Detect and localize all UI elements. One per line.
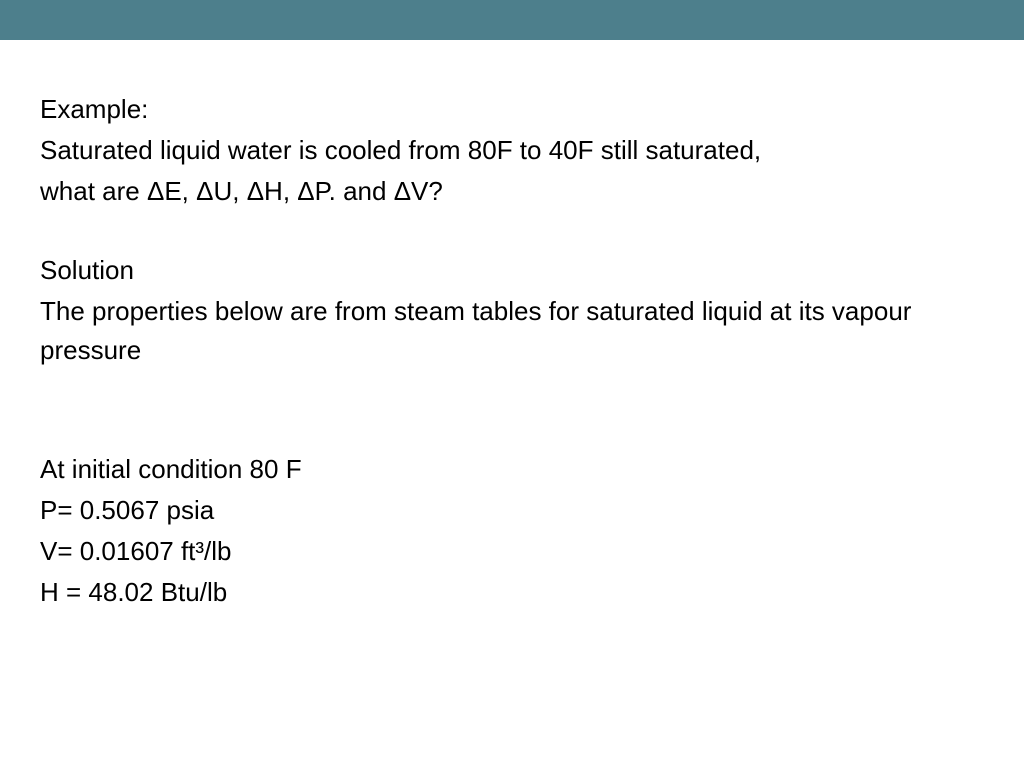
pressure-value: P= 0.5067 psia: [40, 491, 984, 530]
volume-value: V= 0.01607 ft³/lb: [40, 532, 984, 571]
initial-condition-label: At initial condition 80 F: [40, 450, 984, 489]
problem-text-line-2: what are ΔE, ΔU, ΔH, ΔP. and ΔV?: [40, 172, 984, 211]
solution-description: The properties below are from steam tabl…: [40, 292, 984, 370]
slide-content: Example: Saturated liquid water is coole…: [0, 40, 1024, 612]
problem-text-line-1: Saturated liquid water is cooled from 80…: [40, 131, 984, 170]
enthalpy-value: H = 48.02 Btu/lb: [40, 573, 984, 612]
solution-label: Solution: [40, 251, 984, 290]
example-label: Example:: [40, 90, 984, 129]
header-bar: [0, 0, 1024, 40]
